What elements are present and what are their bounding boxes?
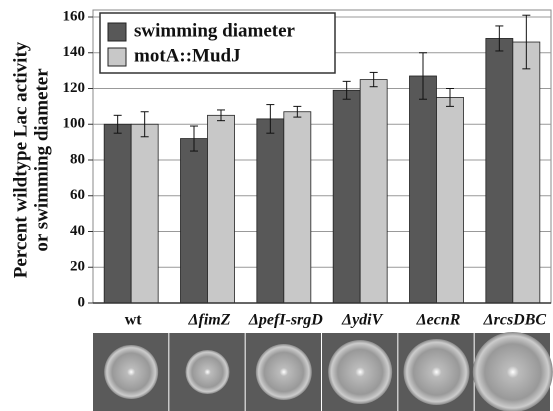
y-tick-label: 20 (70, 259, 85, 275)
y-tick-label: 60 (70, 187, 85, 203)
y-tick-label: 120 (63, 80, 86, 96)
bar (284, 112, 311, 303)
plate-colony (473, 332, 553, 411)
bar (104, 124, 131, 303)
bar (513, 42, 540, 303)
x-tick-label: ΔpefI-srgD (248, 312, 323, 329)
plate-colony (256, 344, 312, 400)
y-tick-label: 0 (78, 294, 86, 310)
swim-plate-photos (93, 332, 553, 411)
legend-swatch (108, 48, 126, 66)
chart: 0 20 40 60 80 100 120 140 160 Percent wildtype La… (0, 0, 553, 411)
x-tick-label: ΔfimZ (187, 312, 230, 329)
plate-colony (104, 345, 158, 399)
legend-label: motA::MudJ (134, 45, 241, 66)
x-tick-label: ΔydiV (341, 312, 384, 329)
legend-swatch (108, 23, 126, 41)
y-tick-label: 160 (63, 8, 86, 24)
bar (437, 97, 464, 303)
plate-colony (186, 350, 230, 394)
y-axis-label: or swimming diameter (31, 68, 52, 252)
x-tick-label: wt (125, 312, 143, 329)
bar (360, 80, 387, 303)
y-tick-label: 40 (70, 223, 85, 239)
bar (208, 115, 235, 303)
y-tick-label: 80 (70, 151, 85, 167)
bar (486, 38, 513, 303)
plate-colony (404, 339, 470, 405)
y-tick-label: 100 (63, 116, 86, 132)
bar (181, 139, 208, 303)
legend-label: swimming diameter (134, 20, 296, 41)
bar (410, 76, 437, 303)
plate-colony (328, 340, 392, 404)
y-axis-label: Percent wildtype Lac activity (10, 41, 31, 278)
y-tick-label: 140 (63, 44, 86, 60)
x-tick-label: ΔrcsDBC (483, 312, 547, 329)
bar (333, 90, 360, 303)
x-tick-label: ΔecnR (416, 312, 461, 329)
bar (257, 119, 284, 303)
bar (131, 124, 158, 303)
